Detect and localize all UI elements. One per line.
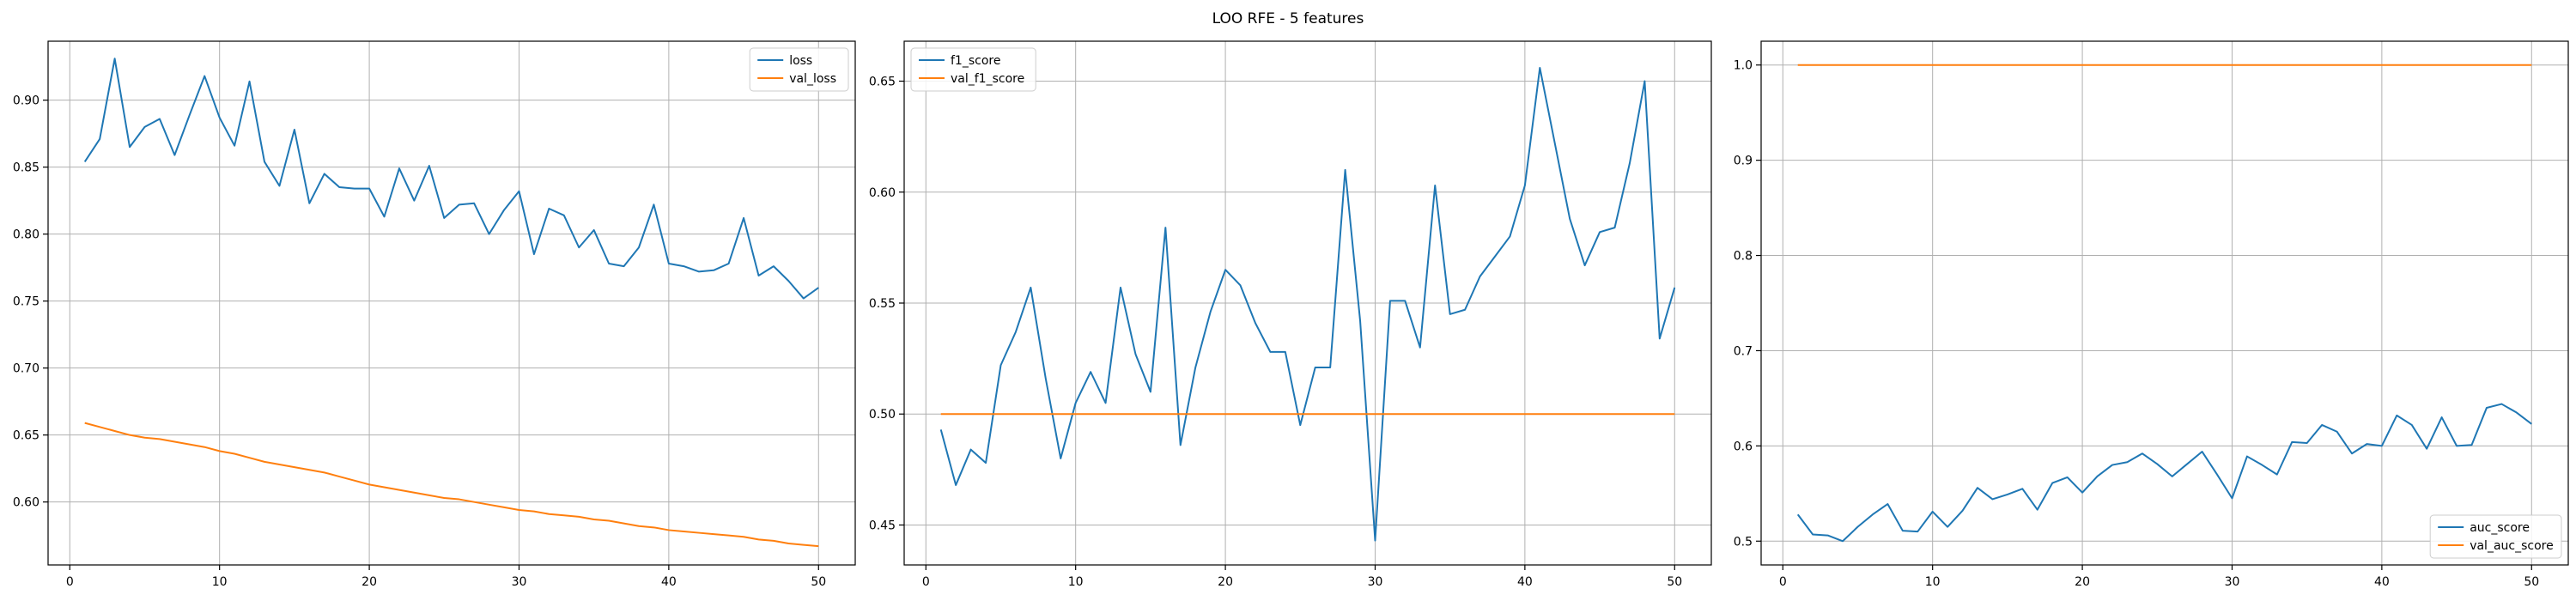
- axes-frame: [47, 40, 856, 566]
- y-tick-label: 0.80: [13, 228, 39, 242]
- y-tick-label: 0.8: [1734, 250, 1753, 264]
- y-tick-label: 0.85: [13, 161, 39, 175]
- chart-panel-1: 0 10 20 30 40 50 0.60 0.65 0.70 0.75 0.80 0.85 0.90 l…: [13, 40, 856, 589]
- y-tick-label: 0.65: [13, 429, 39, 443]
- x-tick-label: 10: [1925, 575, 1941, 589]
- x-tick-label: 0: [1779, 575, 1787, 589]
- legend-label-val-auc-score: val_auc_score: [2470, 539, 2554, 553]
- x-tick-label: 10: [1068, 575, 1084, 589]
- figure-title: LOO RFE - 5 features: [1212, 10, 1364, 27]
- legend: f1_score val_f1_score: [910, 47, 1036, 92]
- y-tick-label: 0.7: [1734, 344, 1753, 358]
- x-tick-label: 30: [512, 575, 527, 589]
- x-tick-label: 30: [2225, 575, 2240, 589]
- y-tick-label: 0.70: [13, 362, 39, 376]
- legend-label-loss: loss: [789, 54, 812, 68]
- y-tick-label: 0.45: [869, 519, 896, 532]
- chart-panel-3: 0 10 20 30 40 50 0.5 0.6 0.7 0.8 0.9 1.0 auc_scoreva…: [1734, 40, 2569, 589]
- series-line-val-loss: [84, 422, 819, 548]
- legend: loss val_loss: [749, 47, 849, 92]
- x-tick-label: 20: [2075, 575, 2090, 589]
- legend-box: [749, 47, 849, 92]
- series-line-auc-score: [1796, 403, 2532, 543]
- x-tick-label: 40: [661, 575, 677, 589]
- series-line-f1-score: [939, 67, 1676, 542]
- legend-label-auc-score: auc_score: [2470, 521, 2530, 535]
- legend-label-val-f1-score: val_f1_score: [951, 72, 1024, 86]
- series-line-loss: [83, 58, 819, 300]
- chart-panel-2: 0 10 20 30 40 50 0.45 0.50 0.55 0.60 0.65 f1_scorev…: [869, 40, 1712, 589]
- x-tick-label: 40: [2374, 575, 2390, 589]
- y-tick-label: 0.6: [1734, 440, 1753, 453]
- y-tick-label: 0.65: [869, 76, 896, 89]
- y-tick-label: 0.90: [13, 94, 39, 108]
- y-tick-label: 1.0: [1734, 59, 1753, 73]
- y-tick-label: 0.9: [1734, 155, 1753, 168]
- x-tick-label: 40: [1517, 575, 1533, 589]
- legend-box: [2429, 514, 2562, 559]
- legend-label-f1-score: f1_score: [951, 54, 1000, 68]
- legend-label-val-loss: val_loss: [789, 72, 836, 86]
- x-tick-label: 10: [212, 575, 228, 589]
- x-tick-label: 20: [361, 575, 377, 589]
- legend-box: [910, 47, 1036, 92]
- x-tick-label: 0: [922, 575, 930, 589]
- y-tick-label: 0.50: [869, 408, 896, 422]
- x-tick-label: 50: [2524, 575, 2539, 589]
- x-tick-label: 30: [1368, 575, 1383, 589]
- x-tick-label: 50: [811, 575, 826, 589]
- axes-frame: [1760, 40, 2569, 566]
- y-tick-label: 0.60: [869, 186, 896, 200]
- legend: auc_score val_auc_score: [2429, 514, 2562, 559]
- x-tick-label: 20: [1218, 575, 1233, 589]
- y-tick-label: 0.60: [13, 496, 39, 510]
- y-tick-label: 0.75: [13, 295, 39, 309]
- x-tick-label: 0: [66, 575, 74, 589]
- y-tick-label: 0.55: [869, 297, 896, 311]
- x-tick-label: 50: [1667, 575, 1682, 589]
- y-tick-label: 0.5: [1734, 535, 1753, 549]
